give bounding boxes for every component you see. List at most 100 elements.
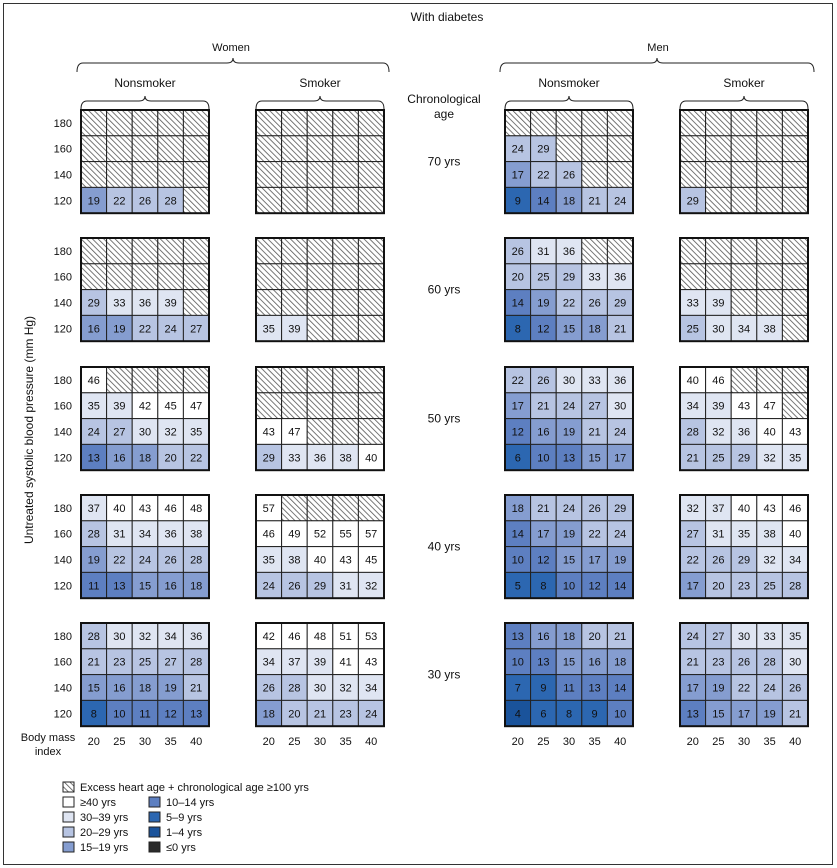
cell-value: 35	[789, 631, 801, 643]
cell-value: 48	[314, 631, 326, 643]
cell-value: 55	[339, 529, 351, 541]
y-tick-label: 180	[54, 375, 72, 387]
cell-value: 29	[738, 555, 750, 567]
cell-women-nonsmoker-0-3-1	[106, 186, 133, 214]
cell-value: 39	[288, 323, 300, 335]
cell-women-nonsmoker-2-2-4	[182, 418, 210, 445]
cell-women-smoker-4-0-3	[332, 622, 359, 650]
cell-value: 15	[563, 555, 575, 567]
cell-value: 36	[738, 427, 750, 439]
cell-women-smoker-0-3-4	[357, 186, 385, 214]
cell-value: 18	[614, 657, 626, 669]
cell-men-nonsmoker-1-3-0	[504, 314, 532, 342]
cell-value: 22	[139, 323, 151, 335]
cell-men-nonsmoker-0-3-3	[581, 186, 608, 214]
cell-value: 8	[91, 708, 97, 720]
cell-women-smoker-4-3-4	[357, 699, 385, 727]
cell-value: 23	[113, 657, 125, 669]
cell-women-smoker-1-2-1	[281, 289, 308, 316]
cell-value: 29	[263, 452, 275, 464]
y-tick-label: 180	[54, 118, 72, 130]
cell-men-smoker-1-0-1	[705, 237, 732, 265]
cell-men-nonsmoker-0-3-1	[530, 186, 557, 214]
cell-men-nonsmoker-0-1-4	[606, 135, 634, 163]
cell-women-smoker-0-2-3	[332, 161, 359, 188]
cell-women-nonsmoker-2-3-0	[80, 443, 108, 471]
cell-value: 47	[288, 427, 300, 439]
cell-value: 22	[113, 195, 125, 207]
cell-men-smoker-4-2-2	[730, 674, 758, 701]
cell-men-smoker-4-2-3	[756, 674, 783, 701]
legend-label: 10–14 yrs	[166, 797, 215, 809]
cell-men-smoker-2-0-0	[679, 366, 707, 394]
cell-value: 18	[588, 323, 600, 335]
cell-value: 32	[712, 427, 724, 439]
cell-value: 16	[88, 323, 100, 335]
cell-value: 38	[288, 555, 300, 567]
cell-men-nonsmoker-3-3-0	[504, 571, 532, 599]
cell-value: 30	[712, 323, 724, 335]
cell-men-smoker-0-2-0	[679, 161, 707, 188]
cell-women-smoker-3-0-2	[306, 494, 334, 522]
cell-value: 28	[789, 580, 801, 592]
cell-value: 18	[139, 452, 151, 464]
cell-value: 37	[288, 657, 300, 669]
cell-value: 13	[537, 657, 549, 669]
cell-value: 40	[365, 452, 377, 464]
cell-women-nonsmoker-3-3-2	[131, 571, 159, 599]
cell-value: 10	[563, 580, 575, 592]
cell-women-nonsmoker-4-2-0	[80, 674, 108, 701]
cell-value: 43	[365, 657, 377, 669]
cell-value: 18	[190, 580, 202, 592]
cell-value: 23	[339, 708, 351, 720]
cell-value: 22	[537, 170, 549, 182]
cell-value: 21	[190, 683, 202, 695]
cell-men-smoker-1-2-2	[730, 289, 758, 316]
cell-value: 20	[588, 631, 600, 643]
cell-women-smoker-1-0-2	[306, 237, 334, 265]
cell-women-nonsmoker-1-2-1	[106, 289, 133, 316]
cell-value: 32	[365, 580, 377, 592]
cell-value: 37	[712, 503, 724, 515]
group-label-men: Men	[647, 42, 668, 54]
cell-value: 30	[563, 375, 575, 387]
cell-women-smoker-2-3-0	[255, 443, 283, 471]
cell-value: 39	[113, 401, 125, 413]
cell-value: 34	[687, 401, 699, 413]
grid-border	[255, 622, 385, 728]
cell-value: 24	[687, 631, 699, 643]
cell-value: 10	[512, 555, 524, 567]
cell-value: 17	[512, 401, 524, 413]
cell-women-nonsmoker-0-3-0	[80, 186, 108, 214]
cell-women-smoker-4-2-4	[357, 674, 385, 701]
cell-women-nonsmoker-1-0-3	[157, 237, 184, 265]
cell-value: 57	[263, 503, 275, 515]
cell-men-smoker-1-0-2	[730, 237, 758, 265]
cell-men-smoker-1-1-4	[781, 263, 809, 291]
cell-men-smoker-0-2-2	[730, 161, 758, 188]
legend-label-hatch: Excess heart age + chronological age ≥10…	[80, 782, 309, 794]
cell-women-smoker-3-3-4	[357, 571, 385, 599]
cell-women-smoker-2-1-0	[255, 392, 283, 420]
cell-value: 34	[365, 683, 377, 695]
cell-value: 38	[763, 323, 775, 335]
cell-women-nonsmoker-1-0-4	[182, 237, 210, 265]
cell-value: 48	[190, 503, 202, 515]
cell-men-smoker-0-2-3	[756, 161, 783, 188]
cell-men-smoker-4-1-3	[756, 648, 783, 676]
cell-women-nonsmoker-1-1-3	[157, 263, 184, 291]
cell-value: 43	[763, 503, 775, 515]
x-tick-label: 30	[563, 736, 575, 748]
legend-swatch	[148, 826, 161, 838]
cell-value: 28	[190, 657, 202, 669]
cell-value: 13	[512, 631, 524, 643]
cell-women-smoker-1-1-1	[281, 263, 308, 291]
cell-men-smoker-2-3-3	[756, 443, 783, 471]
cell-women-nonsmoker-0-1-4	[182, 135, 210, 163]
cell-women-smoker-0-3-3	[332, 186, 359, 214]
cell-women-nonsmoker-2-1-2	[131, 392, 159, 420]
cell-value: 30	[614, 401, 626, 413]
cell-women-smoker-0-1-1	[281, 135, 308, 163]
cell-men-smoker-2-3-0	[679, 443, 707, 471]
